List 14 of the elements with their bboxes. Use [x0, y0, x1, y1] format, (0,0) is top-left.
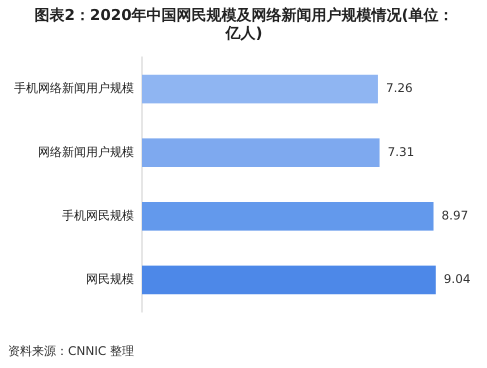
y-tick-label: 网络新闻用户规模	[38, 144, 134, 159]
y-tick-label: 网民规模	[86, 272, 134, 286]
bar	[142, 266, 436, 294]
bar	[142, 202, 434, 231]
data-label: 7.26	[386, 81, 413, 96]
data-label: 7.31	[388, 144, 414, 159]
bar	[142, 138, 380, 167]
bar	[142, 74, 378, 104]
chart-title: 图表2：2020年中国网民规模及网络新闻用户规模情况(单位：亿人)	[34, 6, 454, 42]
data-label: 9.04	[444, 272, 471, 286]
y-tick-label: 手机网民规模	[62, 208, 134, 222]
y-tick-label: 手机网络新闻用户规模	[14, 81, 134, 96]
text: 资料来源：CNNIC 整理	[8, 343, 134, 360]
data-label: 8.97	[442, 208, 468, 222]
